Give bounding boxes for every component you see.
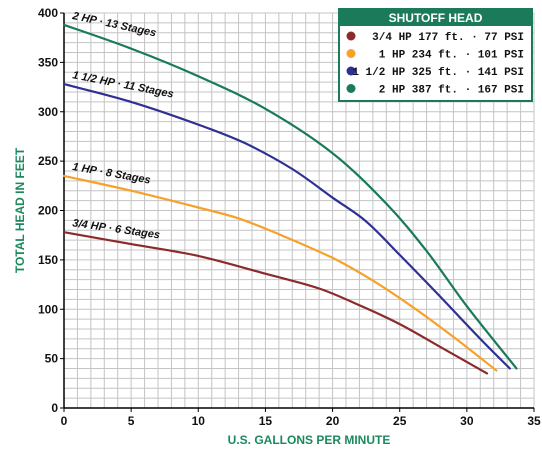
y-tick-label: 150 (38, 253, 58, 267)
x-axis-title: U.S. GALLONS PER MINUTE (228, 433, 391, 447)
legend-marker (346, 84, 356, 93)
series-line (62, 174, 498, 372)
legend: SHUTOFF HEAD 3/4 HP 177 ft. · 77 PSI 1 HP … (338, 8, 533, 102)
legend-marker (346, 66, 356, 76)
legend-entry: 2 HP 387 ft. · 167 PSI (379, 85, 524, 97)
y-tick-label: 300 (38, 105, 58, 119)
x-tick-label: 5 (128, 414, 135, 428)
y-tick-label: 100 (38, 302, 58, 316)
legend-entry: 3/4 HP 177 ft. · 77 PSI (372, 32, 524, 44)
y-tick-label: 50 (45, 352, 59, 366)
y-tick-label: 200 (38, 204, 58, 218)
legend-marker (346, 49, 356, 58)
x-tick-label: 15 (259, 414, 273, 428)
x-tick-label: 35 (527, 414, 541, 428)
series-layer (62, 23, 518, 375)
x-tick-label: 0 (61, 414, 68, 428)
y-tick-label: 350 (38, 55, 58, 69)
axes: 0 5 10 15 20 25 30 35050100150200250300350400U.… (13, 6, 541, 447)
x-tick-label: 30 (460, 414, 474, 428)
legend-entry: 1 1/2 HP 325 ft. · 141 PSI (352, 67, 524, 79)
legend-entry: 1 HP 234 ft. · 101 PSI (379, 50, 524, 62)
legend-title: SHUTOFF HEAD (389, 11, 483, 25)
y-tick-label: 250 (38, 154, 58, 168)
x-tick-label: 10 (192, 414, 206, 428)
legend-header (339, 9, 532, 26)
x-tick-label: 20 (326, 414, 340, 428)
legend-marker (346, 31, 356, 41)
series-line (62, 83, 511, 370)
y-axis-title: TOTAL HEAD IN FEET (13, 147, 27, 273)
y-tick-label: 0 (51, 401, 58, 415)
series-line (62, 231, 489, 375)
y-tick-label: 400 (38, 6, 58, 20)
x-tick-label: 25 (393, 414, 407, 428)
series-line (62, 23, 518, 370)
